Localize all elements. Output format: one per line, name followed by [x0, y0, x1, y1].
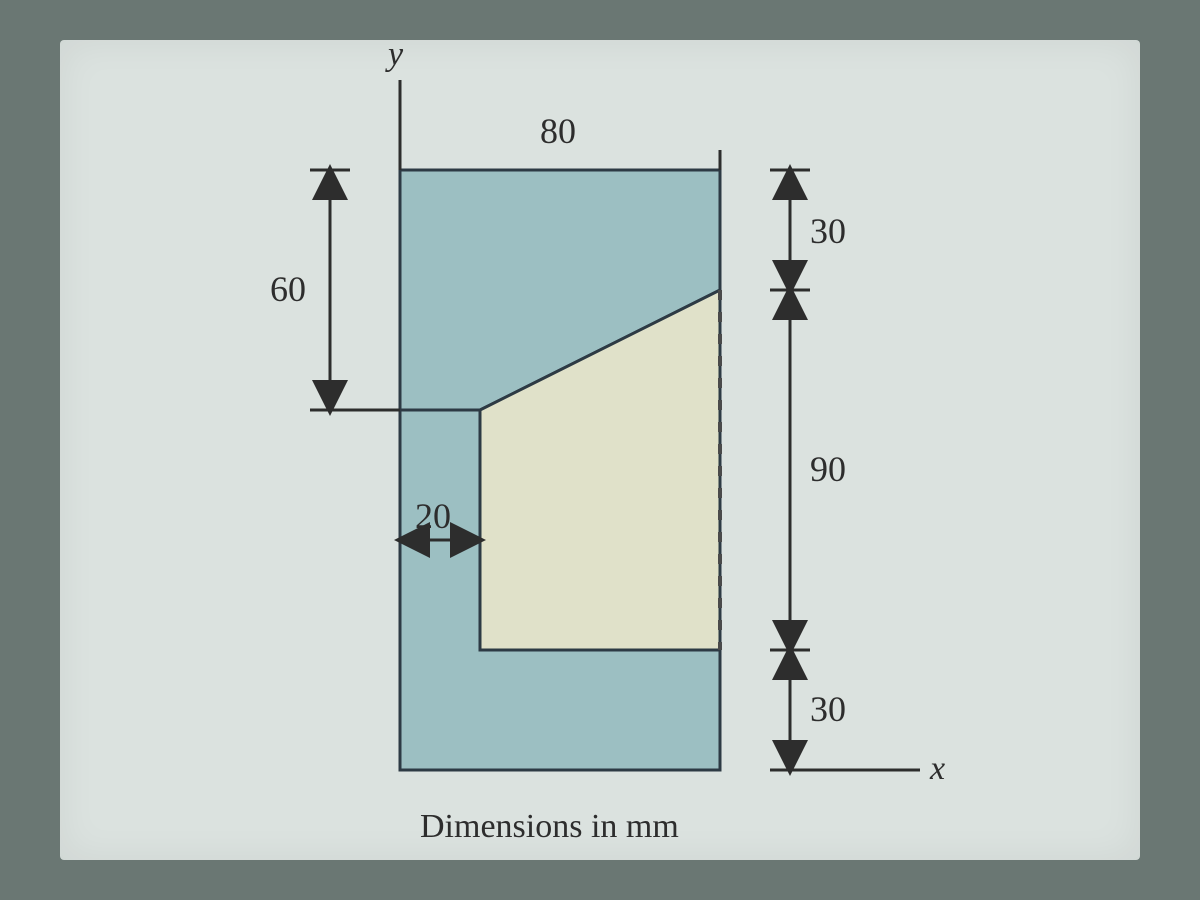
figure-svg: [0, 0, 1200, 900]
dim-30b-label: 30: [810, 688, 846, 730]
dim-30t-label: 30: [810, 210, 846, 252]
dim-60-label: 60: [270, 268, 306, 310]
dim-90-label: 90: [810, 448, 846, 490]
dim-80-label: 80: [540, 110, 576, 152]
units-caption: Dimensions in mm: [420, 808, 679, 846]
y-axis-label: y: [388, 36, 403, 74]
dim-20-label: 20: [415, 495, 451, 537]
x-axis-label: x: [930, 750, 945, 788]
